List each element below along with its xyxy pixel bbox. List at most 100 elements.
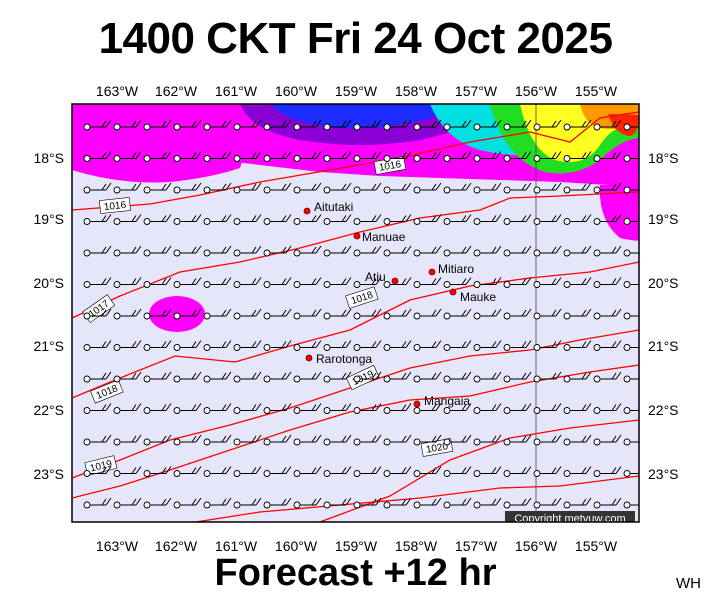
wind-barb [563, 277, 592, 288]
wind-barb [383, 403, 412, 414]
wind-barb [113, 403, 142, 414]
wind-barb [533, 371, 562, 383]
rain-magenta-lobe-right [599, 185, 639, 241]
wind-barb [113, 371, 142, 383]
place-label-aitutaki: Aitutaki [314, 200, 353, 214]
wind-barb [473, 277, 502, 288]
wind-barb [203, 308, 232, 320]
wind-barb [593, 245, 622, 257]
wind-barb [413, 245, 442, 257]
wind-barb [593, 119, 622, 131]
wind-barb [113, 214, 142, 225]
isobar-line [72, 261, 639, 399]
wind-barb [323, 277, 352, 288]
wind-barb [83, 308, 112, 320]
wind-barb [233, 497, 262, 509]
wind-barb [323, 466, 352, 477]
wind-barbs [83, 119, 639, 509]
wind-barb [263, 403, 292, 414]
lon-label: 160°W [275, 538, 318, 554]
wind-barb [263, 371, 292, 383]
wind-barb [83, 119, 112, 131]
wind-barb [413, 340, 442, 351]
wind-barb [563, 340, 592, 351]
lon-axis-top: 163°W 162°W 161°W 160°W 159°W 158°W 157°… [96, 83, 618, 99]
rain-magenta-lobe-left [72, 104, 260, 183]
wind-barb [113, 182, 142, 194]
wind-barb [263, 245, 292, 257]
wind-barb [263, 434, 292, 446]
wind-barb [623, 123, 639, 131]
wind-barb [143, 403, 172, 414]
wind-barb [503, 466, 532, 477]
wind-barb [83, 245, 112, 257]
wind-barb [413, 497, 442, 509]
lon-label: 161°W [215, 538, 258, 554]
wind-barb [323, 308, 352, 320]
wind-barb [623, 438, 639, 446]
wind-barb [353, 340, 382, 351]
wind-barb [533, 277, 562, 288]
wind-barb [533, 245, 562, 257]
wind-barb [503, 245, 532, 257]
isobar-label: 1016 [103, 200, 127, 213]
wind-barb [293, 151, 322, 162]
wind-barb [143, 245, 172, 257]
wind-barb [413, 403, 442, 414]
wind-barb [143, 119, 172, 131]
wind-barb [593, 308, 622, 320]
wind-barb [233, 119, 262, 131]
wind-barb [473, 151, 502, 162]
wind-barb [323, 340, 352, 351]
wind-barb [293, 308, 322, 320]
wind-barb [503, 182, 532, 194]
wind-barb [593, 403, 622, 414]
wind-barb [563, 308, 592, 320]
wind-barb [443, 340, 472, 351]
lon-label: 162°W [155, 83, 198, 99]
lat-label: 19°S [33, 211, 64, 227]
wind-barb [293, 340, 322, 351]
wind-barb [353, 151, 382, 162]
wind-barb [443, 497, 472, 509]
lon-label: 157°W [455, 83, 498, 99]
wind-barb [293, 182, 322, 194]
wind-barb [503, 403, 532, 414]
wind-barb [503, 497, 532, 509]
wind-barb [563, 403, 592, 414]
wind-barb [443, 119, 472, 131]
lat-label: 18°S [33, 150, 64, 166]
wind-barb [233, 245, 262, 257]
lon-label: 159°W [335, 538, 378, 554]
lon-label: 158°W [395, 538, 438, 554]
wind-barb [83, 340, 112, 351]
wind-barb [533, 434, 562, 446]
isobar-label: 1019 [89, 458, 114, 474]
wind-barb [353, 308, 382, 320]
wind-barb [293, 119, 322, 131]
wind-barb [143, 277, 172, 288]
lat-label: 20°S [648, 275, 679, 291]
page-title: 1400 CKT Fri 24 Oct 2025 [98, 14, 613, 63]
copyright-box [505, 511, 635, 522]
wind-barb [263, 119, 292, 131]
wind-barb [593, 466, 622, 477]
wind-barb [353, 214, 382, 225]
wind-barb [353, 119, 382, 131]
wind-barb [473, 403, 502, 414]
wind-barb [473, 434, 502, 446]
wind-barb [413, 119, 442, 131]
wind-barb [263, 466, 292, 477]
wind-barb [383, 151, 412, 162]
place-label-rarotonga: Rarotonga [316, 352, 372, 366]
wind-barb [173, 182, 202, 194]
wind-barb [473, 497, 502, 509]
wind-barb [233, 434, 262, 446]
rain-red [608, 114, 639, 136]
wind-barb [623, 218, 639, 225]
wind-barb [473, 466, 502, 477]
wind-barb [113, 119, 142, 131]
wind-barb [203, 182, 232, 194]
wind-barb [413, 182, 442, 194]
